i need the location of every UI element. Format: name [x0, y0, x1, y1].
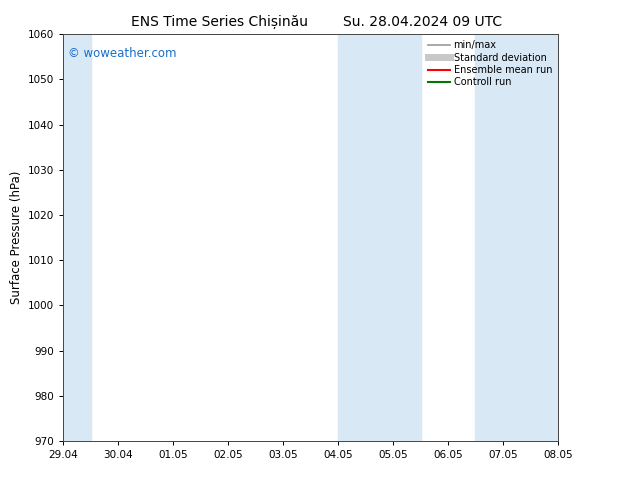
Legend: min/max, Standard deviation, Ensemble mean run, Controll run: min/max, Standard deviation, Ensemble me… [424, 36, 556, 91]
Text: © woweather.com: © woweather.com [68, 47, 177, 59]
Bar [63, 34, 91, 441]
Bar [338, 34, 420, 441]
Bar [476, 34, 558, 441]
Text: ENS Time Series Chișinău        Su. 28.04.2024 09 UTC: ENS Time Series Chișinău Su. 28.04.2024 … [131, 15, 503, 29]
Y-axis label: Surface Pressure (hPa): Surface Pressure (hPa) [10, 171, 23, 304]
